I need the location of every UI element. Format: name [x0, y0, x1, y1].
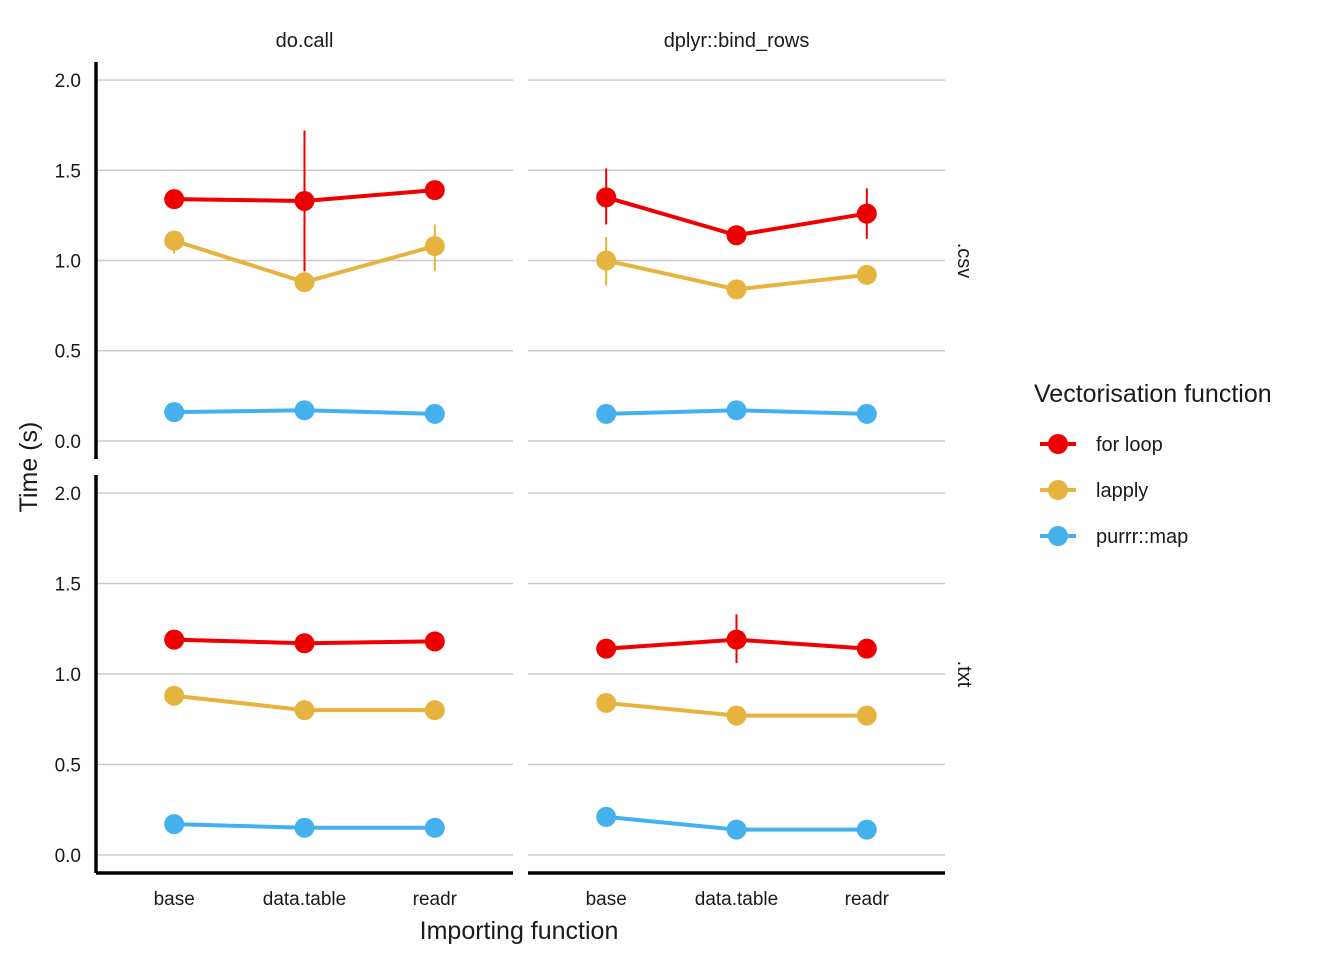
x-tick-label-base: base	[586, 889, 627, 910]
panels-layer	[96, 79, 945, 856]
y-tick-label: 2.0	[55, 71, 81, 92]
data-point-lapply	[164, 685, 185, 706]
col-facet-label-do-call: do.call	[276, 30, 334, 52]
data-point-for-loop	[424, 180, 445, 201]
series-for-loop	[596, 614, 877, 664]
row-facet-label-csv: .csv	[953, 243, 975, 279]
series-lapply	[164, 224, 445, 293]
data-point-purrr-map	[856, 819, 877, 840]
series-purrr-map	[596, 806, 877, 840]
data-point-for-loop	[726, 225, 747, 246]
series-purrr-map	[596, 400, 877, 424]
panel-dplyr-bind-rows-txt	[596, 614, 877, 840]
legend-label: purrr::map	[1096, 526, 1188, 548]
x-tick-label-base: base	[154, 889, 195, 910]
data-point-purrr-map	[856, 403, 877, 424]
data-point-for-loop	[596, 187, 617, 208]
data-point-for-loop	[164, 629, 185, 650]
panel-dplyr-bind-rows-csv	[596, 168, 877, 424]
data-point-purrr-map	[294, 400, 315, 421]
data-point-lapply	[294, 272, 315, 293]
series-for-loop	[164, 130, 445, 272]
data-point-lapply	[596, 692, 617, 713]
series-lapply	[596, 692, 877, 726]
data-point-lapply	[726, 279, 747, 300]
data-point-lapply	[294, 700, 315, 721]
y-tick-label: 1.0	[55, 665, 81, 686]
data-point-for-loop	[726, 629, 747, 650]
y-axis-title: Time (s)	[15, 422, 43, 513]
data-point-for-loop	[424, 631, 445, 652]
axes-layer: do.call dplyr::bind_rows.csv.txt0.00.51.0…	[55, 30, 975, 910]
data-point-purrr-map	[726, 819, 747, 840]
data-point-for-loop	[294, 633, 315, 654]
legend-key-point	[1048, 434, 1068, 454]
x-tick-label-readr: readr	[413, 889, 458, 910]
x-tick-label-data-table: data.table	[263, 889, 346, 910]
data-point-purrr-map	[424, 403, 445, 424]
y-tick-label: 2.0	[55, 484, 81, 505]
legend-label: lapply	[1096, 480, 1148, 502]
series-lapply	[596, 237, 877, 300]
data-point-purrr-map	[726, 400, 747, 421]
legend: Vectorisation function for looplapplypur…	[1034, 380, 1272, 548]
data-point-for-loop	[294, 190, 315, 211]
data-point-purrr-map	[164, 814, 185, 835]
y-tick-label: 1.5	[55, 161, 81, 182]
series-purrr-map	[164, 814, 445, 838]
data-point-for-loop	[164, 189, 185, 210]
legend-title: Vectorisation function	[1034, 380, 1272, 408]
row-facet-label-txt: .txt	[953, 661, 975, 688]
y-tick-label: 1.0	[55, 252, 81, 273]
data-point-lapply	[596, 250, 617, 271]
y-tick-label: 0.0	[55, 846, 81, 867]
legend-entry-lapply: lapply	[1040, 480, 1148, 502]
y-tick-label: 1.5	[55, 575, 81, 596]
series-lapply	[164, 685, 445, 721]
data-point-lapply	[164, 230, 185, 251]
x-tick-label-data-table: data.table	[695, 889, 778, 910]
data-point-lapply	[856, 705, 877, 726]
data-point-purrr-map	[294, 817, 315, 838]
panel-do-call-csv	[164, 130, 445, 424]
legend-key-point	[1048, 480, 1068, 500]
data-point-for-loop	[856, 203, 877, 224]
x-tick-label-readr: readr	[845, 889, 890, 910]
y-tick-label: 0.5	[55, 755, 81, 776]
col-facet-label-dplyr-bind-rows: dplyr::bind_rows	[664, 30, 810, 52]
data-point-purrr-map	[596, 806, 617, 827]
data-point-lapply	[424, 700, 445, 721]
series-for-loop	[164, 629, 445, 654]
legend-key-point	[1048, 526, 1068, 546]
y-tick-label: 0.5	[55, 342, 81, 363]
data-point-for-loop	[596, 638, 617, 659]
data-point-purrr-map	[424, 817, 445, 838]
legend-label: for loop	[1096, 434, 1163, 456]
data-point-purrr-map	[164, 402, 185, 423]
legend-entry-for-loop: for loop	[1040, 434, 1163, 456]
x-axis-title: Importing function	[420, 917, 619, 945]
series-for-loop	[596, 168, 877, 246]
data-point-for-loop	[856, 638, 877, 659]
data-point-lapply	[856, 264, 877, 285]
legend-entry-purrr-map: purrr::map	[1040, 526, 1188, 548]
series-purrr-map	[164, 400, 445, 424]
data-point-purrr-map	[596, 403, 617, 424]
data-point-lapply	[726, 705, 747, 726]
panel-do-call-txt	[164, 629, 445, 838]
data-point-lapply	[424, 236, 445, 257]
y-tick-label: 0.0	[55, 432, 81, 453]
